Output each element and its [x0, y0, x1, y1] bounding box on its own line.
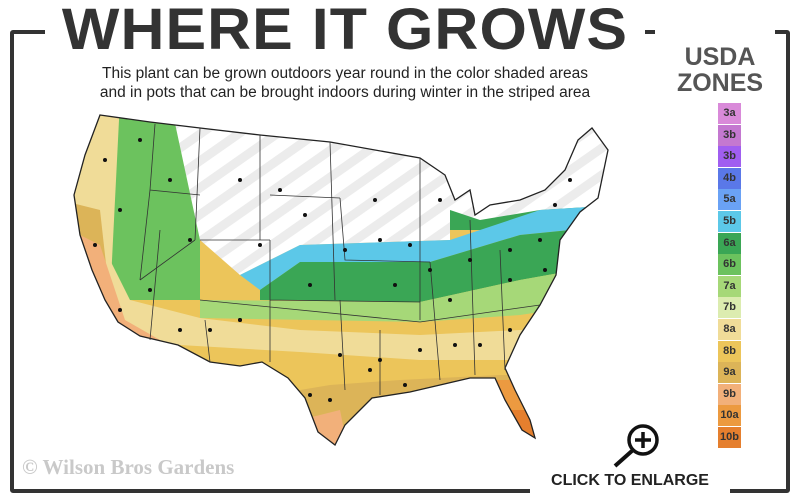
city-marker	[553, 203, 557, 207]
city-marker	[478, 343, 482, 347]
city-marker	[328, 398, 332, 402]
city-marker	[508, 278, 512, 282]
city-marker	[188, 238, 192, 242]
legend-zone-6a: 6a	[718, 232, 741, 254]
city-marker	[118, 308, 122, 312]
legend-title-line-2: ZONES	[676, 69, 764, 97]
city-marker	[448, 298, 452, 302]
city-marker	[168, 178, 172, 182]
city-marker	[378, 238, 382, 242]
city-marker	[438, 198, 442, 202]
city-marker	[103, 158, 107, 162]
subtitle-line-1: This plant can be grown outdoors year ro…	[102, 65, 588, 82]
legend-zone-8b: 8b	[718, 340, 741, 362]
city-marker	[278, 188, 282, 192]
legend-title: USDA ZONES	[660, 44, 780, 96]
city-marker	[428, 268, 432, 272]
city-marker	[138, 138, 142, 142]
city-marker	[568, 178, 572, 182]
city-markers	[93, 138, 572, 402]
legend-zone-7b: 7b	[718, 297, 741, 319]
city-marker	[258, 243, 262, 247]
legend-zone-3a: 3a	[718, 103, 741, 124]
click-to-enlarge-button[interactable]: CLICK TO ENLARGE	[551, 472, 709, 489]
legend-zone-6b: 6b	[718, 254, 741, 276]
city-marker	[308, 393, 312, 397]
city-marker	[343, 248, 347, 252]
city-marker	[373, 198, 377, 202]
subtitle-line-2: and in pots that can be brought indoors …	[99, 84, 591, 101]
city-marker	[308, 283, 312, 287]
city-marker	[93, 243, 97, 247]
legend-zone-4b: 4b	[718, 167, 741, 189]
city-marker	[393, 283, 397, 287]
legend-zone-10a: 10a	[718, 405, 741, 427]
city-marker	[508, 328, 512, 332]
city-marker	[238, 178, 242, 182]
legend-zone-10b: 10b	[718, 426, 741, 448]
city-marker	[118, 208, 122, 212]
city-marker	[378, 358, 382, 362]
subtitle: This plant can be grown outdoors year ro…	[40, 64, 650, 102]
legend-zone-5b: 5b	[718, 210, 741, 232]
city-marker	[468, 258, 472, 262]
legend-zone-9b: 9b	[718, 383, 741, 405]
city-marker	[208, 328, 212, 332]
city-marker	[303, 213, 307, 217]
city-marker	[403, 383, 407, 387]
legend-zone-9a: 9a	[718, 362, 741, 384]
copyright-watermark: © Wilson Bros Gardens	[22, 455, 235, 479]
zone-legend: 3a 3b 3b 4b 5a 5b 6a 6b 7a 7b 8a 8b 9a 9b 10a 10b	[718, 103, 741, 449]
state-borders	[139, 123, 541, 395]
magnifier-plus-icon[interactable]	[605, 420, 665, 470]
city-marker	[238, 318, 242, 322]
city-marker	[453, 343, 457, 347]
city-marker	[178, 328, 182, 332]
legend-title-line-1: USDA	[684, 43, 756, 71]
city-marker	[508, 248, 512, 252]
city-marker	[338, 353, 342, 357]
city-marker	[543, 268, 547, 272]
city-marker	[418, 348, 422, 352]
legend-zone-5a: 5a	[718, 189, 741, 211]
page-title: WHERE IT GROWS	[61, 0, 629, 62]
city-marker	[148, 288, 152, 292]
legend-zone-7a: 7a	[718, 275, 741, 297]
city-marker	[368, 368, 372, 372]
legend-zone-3b: 3b	[718, 146, 741, 168]
legend-zone-8a: 8a	[718, 318, 741, 340]
city-marker	[408, 243, 412, 247]
city-marker	[538, 238, 542, 242]
legend-zone-3b: 3b	[718, 124, 741, 146]
